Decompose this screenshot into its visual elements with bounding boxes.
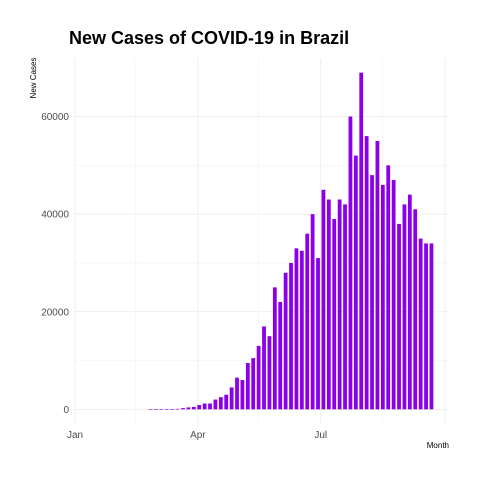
bar <box>413 209 418 410</box>
bar <box>229 387 234 410</box>
bar <box>235 377 239 410</box>
chart-title: New Cases of COVID-19 in Brazil <box>69 28 349 48</box>
bar <box>289 262 293 410</box>
bar <box>397 223 401 410</box>
bar <box>299 250 304 410</box>
bar <box>407 194 412 410</box>
bar <box>386 165 391 410</box>
bar <box>272 287 277 410</box>
bar <box>224 394 229 410</box>
bar <box>218 397 223 410</box>
y-tick-label: 60000 <box>41 112 69 123</box>
bar <box>164 409 169 410</box>
bar <box>326 199 331 410</box>
bar <box>278 302 283 410</box>
bar <box>256 345 261 410</box>
bar <box>359 72 364 410</box>
bar <box>310 214 315 410</box>
x-axis-title: Month <box>427 441 449 450</box>
bar <box>159 409 164 410</box>
bar <box>170 409 175 410</box>
bar <box>154 409 158 410</box>
bar <box>148 409 153 410</box>
bar <box>208 403 212 410</box>
y-tick-label: 40000 <box>41 210 69 221</box>
x-tick-label: Apr <box>190 430 206 441</box>
y-axis-title: New Cases <box>29 58 38 99</box>
bar <box>181 408 185 410</box>
bar <box>380 184 385 410</box>
bar <box>197 404 202 410</box>
bar <box>262 326 266 410</box>
bar <box>267 336 272 410</box>
y-tick-label: 20000 <box>41 307 69 318</box>
bar <box>191 406 196 410</box>
bar <box>424 243 428 410</box>
bar <box>245 363 250 410</box>
bar <box>402 204 407 410</box>
y-tick-label: 0 <box>63 405 69 416</box>
y-axis-ticks: 0 20000 40000 60000 <box>41 112 69 416</box>
bar <box>294 248 299 410</box>
bar <box>391 180 396 410</box>
bar <box>251 358 256 410</box>
bar <box>418 238 423 410</box>
bar <box>429 243 434 410</box>
bar <box>240 380 245 410</box>
x-axis-ticks: Jan Apr Jul <box>67 430 327 441</box>
bar <box>343 204 347 410</box>
bar <box>337 199 342 410</box>
bar <box>370 175 374 410</box>
bar <box>283 272 288 410</box>
x-tick-label: Jul <box>314 430 327 441</box>
bar <box>321 189 326 410</box>
bar <box>186 407 191 410</box>
bar <box>213 399 218 410</box>
bars <box>148 72 434 410</box>
bar <box>348 116 353 410</box>
bar <box>175 408 180 410</box>
bar <box>332 219 337 410</box>
bar <box>202 403 207 410</box>
bar <box>316 258 320 410</box>
x-tick-label: Jan <box>67 430 83 441</box>
bar <box>375 140 380 410</box>
bar <box>353 155 358 410</box>
bar <box>305 233 310 410</box>
bar <box>364 136 369 410</box>
